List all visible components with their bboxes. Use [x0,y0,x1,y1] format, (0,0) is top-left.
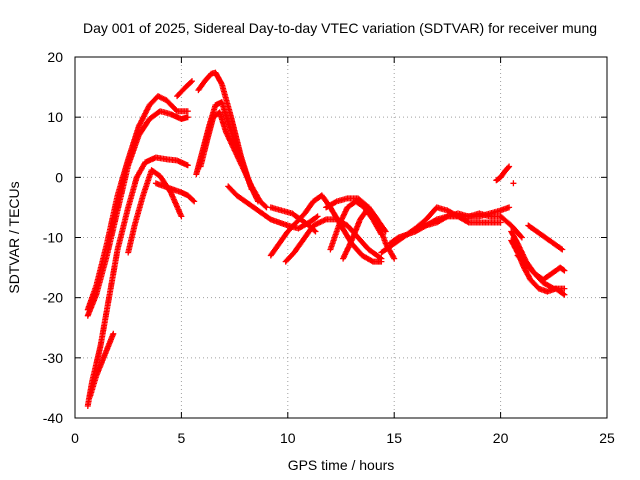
y-axis-label: SDTVAR / TECUs [6,181,22,293]
series-arc-z [525,222,566,253]
series-arc-f [152,180,198,205]
y-tick-label: 10 [47,109,63,125]
data-marks [84,69,568,409]
data-point-marks [152,180,198,205]
series-arc-g [174,78,195,100]
series-arc-b [84,108,191,319]
y-tick-label: -30 [43,350,63,366]
x-tick-label: 15 [386,430,402,446]
y-tick-label: -40 [43,410,63,426]
data-point-marks [510,180,517,187]
series-arc-t [412,204,504,232]
x-tick-label: 0 [71,430,79,446]
y-tick-label: -10 [43,230,63,246]
data-point-marks [514,252,568,292]
series-arc-u [493,163,513,184]
data-point-marks [174,78,195,100]
axis-ticks [74,56,608,419]
chart-title: Day 001 of 2025, Sidereal Day-to-day VTE… [83,20,597,36]
series-arc-y [514,252,568,292]
data-point-marks [84,108,191,319]
x-tick-label: 25 [599,430,615,446]
x-tick-labels: 0 5 10 15 20 25 [71,430,615,446]
series-arc-v [510,180,517,187]
x-tick-label: 20 [493,430,509,446]
x-tick-label: 10 [280,430,296,446]
data-point-marks [493,163,513,184]
data-point-marks [86,330,117,400]
series-arc-j [195,69,261,205]
y-tick-label: -20 [43,290,63,306]
data-point-marks [412,204,504,232]
data-point-marks [525,222,566,253]
x-tick-label: 5 [178,430,186,446]
grid [75,57,607,418]
x-axis-label: GPS time / hours [288,457,395,473]
y-tick-label: 0 [55,169,63,185]
data-point-marks [195,69,261,205]
y-tick-labels: -40 -30 -20 -10 0 10 20 [43,49,63,426]
series-arc-d [86,330,117,400]
y-tick-label: 20 [47,49,63,65]
